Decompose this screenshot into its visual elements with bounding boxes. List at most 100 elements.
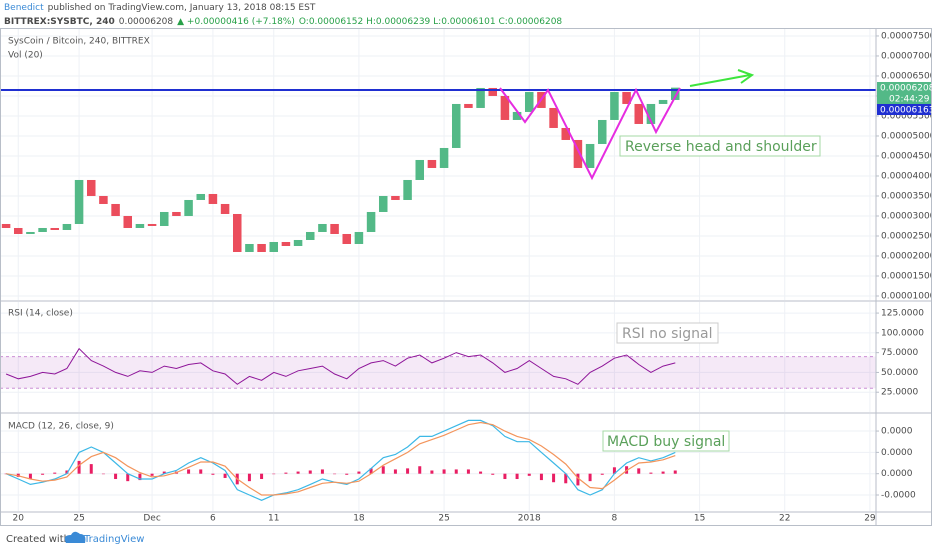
histogram-bar [466, 469, 470, 474]
histogram-bar [442, 469, 446, 474]
y-tick-label: 0.00003500 [881, 191, 932, 201]
histogram-bar [539, 473, 543, 481]
price: 0.00006208 [119, 17, 174, 27]
candle [415, 159, 425, 180]
pane-title: MACD (12, 26, close, 9) [8, 422, 114, 432]
note-box [619, 135, 821, 157]
price-badge-text: 0.00006208 [880, 84, 932, 94]
line-badge [877, 104, 931, 115]
candle [123, 215, 133, 228]
arrow-head [737, 69, 755, 84]
y-tick-label: 0.0000 [881, 448, 913, 458]
histogram-bar [199, 469, 203, 474]
histogram-bar [65, 470, 69, 474]
candle [281, 241, 291, 246]
histogram-bar [308, 470, 312, 474]
histogram-bar [576, 473, 580, 486]
histogram-bar [260, 473, 264, 480]
note-box [602, 430, 730, 452]
candle [62, 223, 72, 230]
pattern-drawing [499, 87, 681, 181]
histogram-bar [454, 469, 458, 474]
candle [342, 233, 352, 244]
histogram-bar [381, 466, 385, 474]
candle [196, 193, 206, 200]
note-box [616, 322, 719, 344]
candle [488, 87, 498, 96]
histogram-bar [503, 473, 507, 480]
footer-brand[interactable]: TradingView [83, 534, 144, 545]
candle [257, 243, 266, 252]
histogram-bar [369, 468, 373, 474]
candle [561, 127, 571, 140]
histogram-bar [552, 473, 556, 483]
y-tick-label: 0.00003000 [881, 211, 932, 221]
histogram-bar [515, 473, 519, 480]
candle [451, 103, 461, 148]
histogram-bar [187, 469, 191, 474]
candle [220, 203, 230, 214]
band [0, 356, 876, 389]
candle [646, 103, 656, 124]
candle [172, 211, 181, 216]
y-tick-label: -0.0000 [881, 491, 916, 501]
pane-title: RSI (14, close) [8, 309, 73, 319]
histogram-bar [649, 472, 653, 474]
x-tick-label: 22 [779, 514, 790, 524]
y-tick-label: 25.0000 [881, 388, 918, 398]
candle [147, 223, 157, 226]
candle [670, 87, 680, 100]
pane-title: SysCoin / Bitcoin, 240, BITTREX [8, 37, 150, 47]
candle [26, 231, 35, 234]
x-tick-label: 11 [268, 514, 279, 524]
y-tick-label: 75.0000 [881, 348, 918, 358]
histogram-bar [211, 473, 215, 475]
y-tick-label: 0.00004000 [881, 171, 932, 181]
x-tick-label: 2018 [518, 514, 541, 524]
candle [622, 91, 631, 104]
x-tick-label: 15 [694, 514, 705, 524]
candle [476, 87, 485, 108]
histogram-bar [28, 473, 32, 480]
candle [549, 107, 558, 128]
x-tick-label: 20 [13, 514, 25, 524]
y-tick-label: 100.0000 [881, 328, 924, 338]
histogram-bar [223, 473, 227, 478]
macd-line [5, 421, 676, 496]
histogram-bar [77, 460, 81, 474]
candle [111, 203, 120, 216]
note: MACD buy signal [607, 434, 725, 450]
y-tick-label: 0.00002000 [881, 251, 932, 261]
x-tick-label: 8 [612, 514, 618, 524]
timer-badge-text: 02:44:29 [889, 95, 930, 105]
histogram-bar [430, 470, 434, 474]
candle [50, 227, 60, 230]
candle [634, 103, 644, 124]
author[interactable]: Benedict [4, 3, 44, 13]
note: Reverse head and shoulder [625, 139, 817, 155]
candle [74, 179, 84, 224]
candle [86, 179, 96, 196]
candle [391, 195, 400, 200]
candle [500, 95, 510, 120]
candle [269, 241, 279, 252]
candle [610, 91, 619, 120]
histogram-bar [527, 473, 531, 476]
histogram-bar [247, 473, 251, 482]
y-tick-label: 0.00005500 [881, 111, 932, 121]
candle [330, 223, 339, 234]
histogram-bar [114, 473, 118, 480]
timer-badge [877, 93, 931, 104]
candle [184, 199, 193, 216]
logo [64, 531, 86, 543]
candle [512, 111, 522, 120]
x-tick-label: 29 [864, 514, 876, 524]
candle [403, 179, 412, 200]
arrow-shaft [689, 74, 751, 87]
x-tick-label: Dec [143, 514, 160, 524]
candle [524, 91, 534, 112]
y-tick-label: 0.00001000 [881, 291, 932, 301]
histogram-bar [637, 468, 641, 474]
frame [0, 28, 932, 526]
